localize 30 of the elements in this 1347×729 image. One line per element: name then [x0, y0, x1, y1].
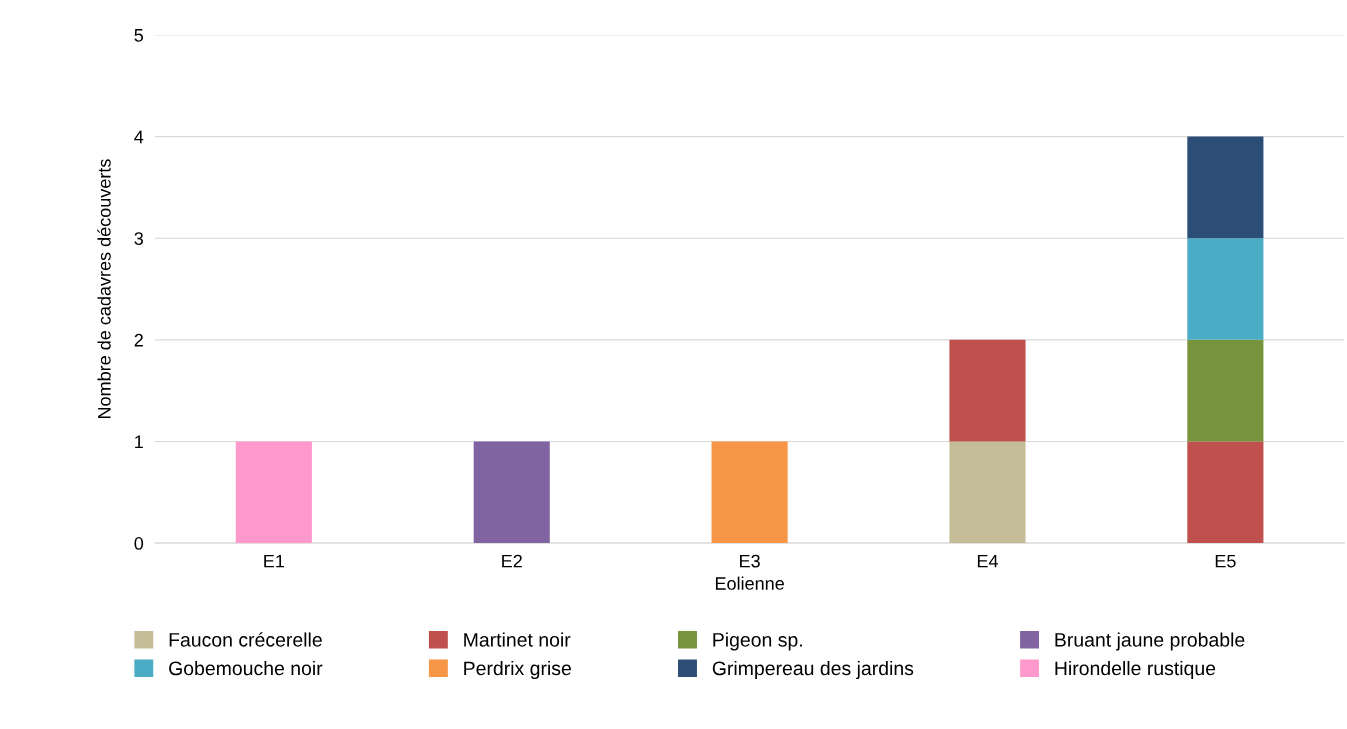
- legend-label: Hirondelle rustique: [1055, 660, 1216, 680]
- bar: [949, 339, 1026, 442]
- y-tick-label: 2: [134, 333, 143, 347]
- bar: [235, 441, 312, 544]
- legend-label: Pigeon sp.: [713, 632, 802, 651]
- legend-label: Martinet noir: [464, 632, 571, 647]
- bar: [711, 441, 788, 544]
- y-tick-label: 1: [135, 435, 143, 449]
- y-axis-title: Nombre de cadavres découverts: [97, 159, 111, 419]
- legend-label: Gobemouche noir: [169, 660, 323, 676]
- legend-label: Bruant jaune probable: [1055, 632, 1245, 651]
- bar: [1187, 339, 1264, 442]
- bar: [1187, 136, 1264, 239]
- legend-label: Faucon crécerelle: [169, 632, 322, 647]
- legend-label: Grimpereau des jardins: [712, 660, 914, 680]
- bar: [1187, 238, 1264, 340]
- x-tick-label: E1: [264, 554, 285, 568]
- y-tick-label: 3: [134, 232, 143, 245]
- x-tick-label: E2: [502, 554, 522, 568]
- y-tick-label: 5: [134, 29, 144, 42]
- x-tick-label: E4: [977, 554, 998, 568]
- x-axis-title: Eolienne: [715, 576, 784, 590]
- x-tick-label: E3: [740, 554, 760, 568]
- y-tick-label: 0: [134, 537, 144, 550]
- bar: [1187, 441, 1264, 544]
- x-tick-label: E5: [1215, 554, 1236, 568]
- legend-label: Perdrix grise: [464, 660, 571, 680]
- y-tick-label: 4: [134, 130, 144, 144]
- bar: [473, 441, 550, 544]
- bar: [949, 441, 1026, 544]
